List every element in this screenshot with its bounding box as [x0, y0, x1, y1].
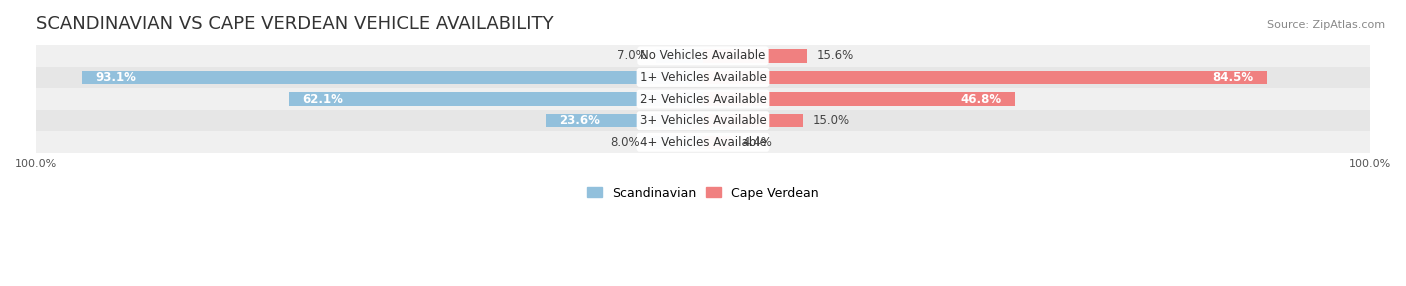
Text: No Vehicles Available: No Vehicles Available [640, 49, 766, 62]
Text: 7.0%: 7.0% [617, 49, 647, 62]
Bar [288, 92, 703, 106]
Bar [703, 92, 1015, 106]
Text: SCANDINAVIAN VS CAPE VERDEAN VEHICLE AVAILABILITY: SCANDINAVIAN VS CAPE VERDEAN VEHICLE AVA… [37, 15, 554, 33]
Bar [650, 136, 703, 149]
Bar [37, 110, 1369, 132]
Legend: Scandinavian, Cape Verdean: Scandinavian, Cape Verdean [588, 186, 818, 200]
Bar [657, 49, 703, 63]
Text: 15.6%: 15.6% [817, 49, 855, 62]
Bar [37, 132, 1369, 153]
Text: Source: ZipAtlas.com: Source: ZipAtlas.com [1267, 20, 1385, 30]
Bar [82, 71, 703, 84]
Bar [703, 71, 1267, 84]
Text: 15.0%: 15.0% [813, 114, 851, 127]
Text: 93.1%: 93.1% [96, 71, 136, 84]
Text: 4.4%: 4.4% [742, 136, 772, 149]
Text: 84.5%: 84.5% [1212, 71, 1253, 84]
Bar [37, 45, 1369, 67]
Text: 8.0%: 8.0% [610, 136, 640, 149]
Bar [37, 67, 1369, 88]
Bar [703, 49, 807, 63]
Bar [37, 88, 1369, 110]
Bar [703, 136, 733, 149]
Text: 23.6%: 23.6% [560, 114, 600, 127]
Bar [703, 114, 803, 127]
Bar [546, 114, 703, 127]
Text: 2+ Vehicles Available: 2+ Vehicles Available [640, 93, 766, 106]
Text: 46.8%: 46.8% [960, 93, 1001, 106]
Text: 3+ Vehicles Available: 3+ Vehicles Available [640, 114, 766, 127]
Text: 1+ Vehicles Available: 1+ Vehicles Available [640, 71, 766, 84]
Text: 4+ Vehicles Available: 4+ Vehicles Available [640, 136, 766, 149]
Text: 62.1%: 62.1% [302, 93, 343, 106]
